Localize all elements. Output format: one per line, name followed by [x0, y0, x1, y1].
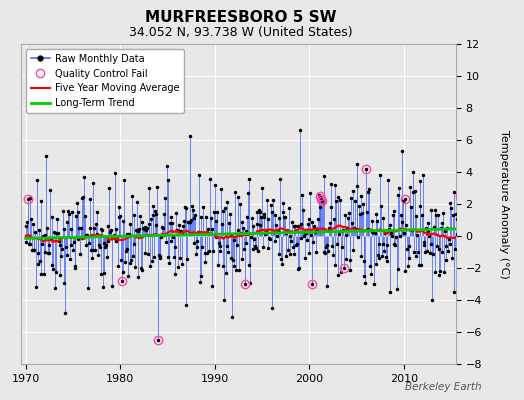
- Text: MURFREESBORO 5 SW: MURFREESBORO 5 SW: [145, 10, 337, 25]
- Text: Berkeley Earth: Berkeley Earth: [406, 382, 482, 392]
- Legend: Raw Monthly Data, Quality Control Fail, Five Year Moving Average, Long-Term Tren: Raw Monthly Data, Quality Control Fail, …: [26, 49, 184, 113]
- Text: 34.052 N, 93.738 W (United States): 34.052 N, 93.738 W (United States): [129, 26, 353, 39]
- Y-axis label: Temperature Anomaly (°C): Temperature Anomaly (°C): [499, 130, 509, 278]
